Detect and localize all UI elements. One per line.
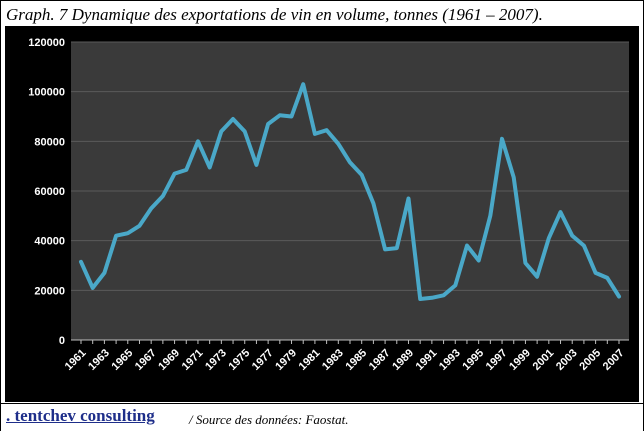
x-tick-label: 1965: [110, 347, 136, 373]
data-point: [208, 165, 212, 169]
x-tick-label: 2003: [554, 347, 580, 373]
data-point: [406, 196, 410, 200]
y-tick-label: 120000: [28, 37, 65, 49]
data-point: [582, 244, 586, 248]
data-point: [547, 236, 551, 240]
x-tick-label: 1987: [367, 347, 393, 373]
data-point: [243, 129, 247, 133]
data-point: [442, 293, 446, 297]
data-point: [137, 224, 141, 228]
data-point: [173, 172, 177, 176]
data-point: [395, 246, 399, 250]
y-tick-label: 100000: [28, 87, 65, 99]
data-point: [313, 132, 317, 136]
x-tick-label: 1969: [156, 347, 182, 373]
data-point: [219, 129, 223, 133]
data-point: [254, 163, 258, 167]
data-point: [79, 260, 83, 264]
data-point: [196, 139, 200, 143]
footer: . tentchev consulting / Source des donné…: [1, 403, 643, 431]
data-point: [149, 206, 153, 210]
line-chart: 0200004000060000800001000001200001961196…: [28, 37, 629, 373]
data-point: [383, 247, 387, 251]
data-point: [266, 122, 270, 126]
data-point: [231, 117, 235, 121]
x-tick-label: 1995: [460, 347, 486, 373]
data-point: [430, 296, 434, 300]
data-point: [360, 173, 364, 177]
data-point: [91, 286, 95, 290]
x-tick-label: 1999: [507, 347, 533, 373]
x-tick-label: 2007: [601, 347, 627, 373]
series-line: [79, 82, 621, 301]
data-point: [290, 115, 294, 119]
brand-link[interactable]: . tentchev consulting: [6, 406, 155, 425]
y-tick-label: 20000: [34, 285, 65, 297]
data-point: [126, 231, 130, 235]
data-point: [325, 128, 329, 132]
x-tick-label: 1993: [437, 347, 463, 373]
x-tick-label: 1973: [203, 347, 229, 373]
x-tick-label: 1981: [297, 347, 323, 373]
data-point: [278, 113, 282, 117]
data-point: [535, 275, 539, 279]
data-point: [371, 201, 375, 205]
data-point: [605, 276, 609, 280]
x-tick-label: 1991: [414, 347, 440, 373]
x-tick-label: 1961: [63, 347, 89, 373]
x-tick-label: 1983: [320, 347, 346, 373]
data-point: [523, 261, 527, 265]
data-point: [488, 214, 492, 218]
x-tick-label: 1975: [227, 347, 253, 373]
x-tick-label: 1971: [180, 347, 206, 373]
x-tick-label: 1979: [273, 347, 299, 373]
data-point: [477, 259, 481, 263]
data-point: [102, 271, 106, 275]
data-point: [348, 160, 352, 164]
y-tick-label: 40000: [34, 236, 65, 248]
x-tick-label: 2005: [577, 347, 603, 373]
data-point: [559, 210, 563, 214]
x-tick-label: 1997: [484, 347, 510, 373]
y-tick-label: 60000: [34, 186, 65, 198]
x-tick-label: 2001: [531, 347, 557, 373]
x-tick-label: 1985: [343, 347, 369, 373]
source-note: / Source des données: Faostat.: [189, 412, 349, 427]
data-point: [594, 271, 598, 275]
data-point: [500, 137, 504, 141]
data-point: [570, 234, 574, 238]
data-point: [161, 194, 165, 198]
x-tick-label: 1989: [390, 347, 416, 373]
x-tick-label: 1967: [133, 347, 159, 373]
data-point: [418, 297, 422, 301]
x-tick-label: 1977: [250, 347, 276, 373]
chart-title: Graph. 7 Dynamique des exportations de v…: [6, 5, 543, 24]
data-point: [617, 295, 621, 299]
data-point: [336, 142, 340, 146]
data-point: [114, 234, 118, 238]
data-point: [184, 168, 188, 172]
chart-panel: 0 20000 40000 60000 80000 100000 120000 1961 196…: [5, 26, 639, 402]
data-point: [301, 82, 305, 86]
y-tick-label: 80000: [34, 136, 65, 148]
data-point: [465, 244, 469, 248]
data-point: [512, 175, 516, 179]
y-tick-label: 0: [59, 335, 65, 347]
data-point: [453, 283, 457, 287]
x-tick-label: 1963: [86, 347, 112, 373]
